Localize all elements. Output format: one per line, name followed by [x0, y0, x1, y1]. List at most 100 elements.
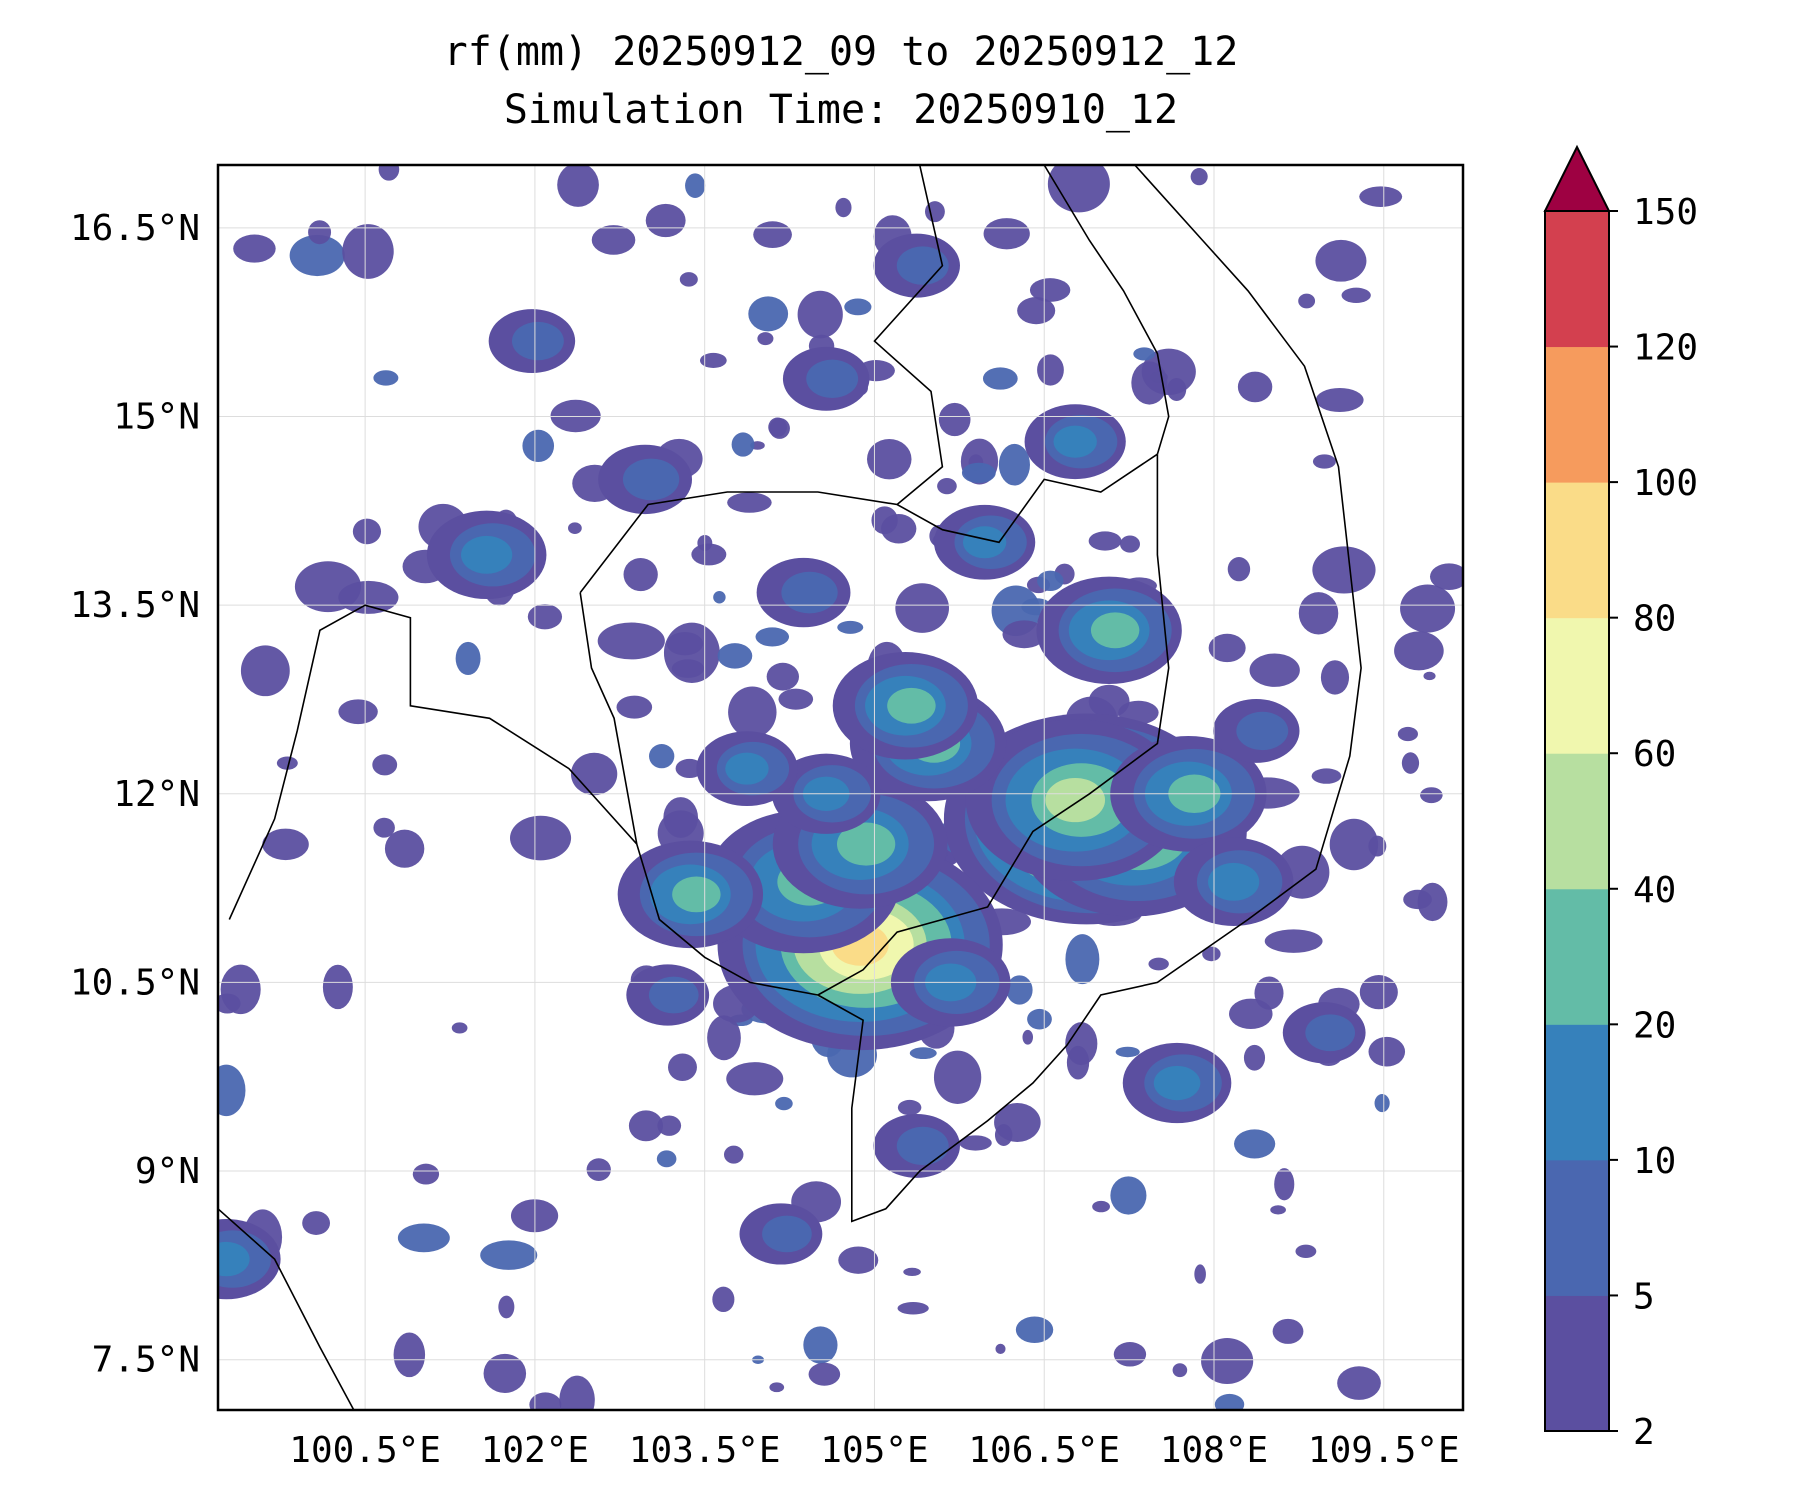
rain-contour [725, 752, 769, 785]
colorbar-tick-label: 120 [1633, 328, 1698, 369]
rain-patch [937, 478, 957, 495]
rain-patch [998, 443, 1030, 486]
rain-contour [672, 876, 721, 913]
rain-patch [559, 1375, 595, 1410]
boundary-line [1043, 165, 1170, 455]
boundary-line [579, 592, 638, 845]
colorbar-segment [1545, 1159, 1609, 1296]
rain-cell [873, 233, 960, 298]
rain-patch [717, 643, 753, 669]
rain-patch [220, 964, 261, 1015]
rain-patch [342, 224, 394, 279]
rain-contour [781, 571, 838, 614]
rain-cell [598, 444, 693, 515]
rain-patch [276, 756, 298, 770]
rain-cells [218, 233, 1366, 1300]
rain-patch [1272, 1318, 1304, 1344]
rain-contour [887, 687, 936, 724]
boundary-line [228, 604, 819, 996]
rain-patch [1022, 1029, 1034, 1045]
rain-patch [1002, 620, 1046, 649]
rain-patch [897, 1302, 929, 1315]
rain-cell [934, 504, 1036, 580]
colorbar-segment [1545, 617, 1609, 754]
rain-patch [1208, 633, 1246, 663]
rain-patch [675, 758, 704, 779]
rain-patch [570, 752, 618, 796]
rain-patch [498, 1295, 515, 1319]
rain-cell [1036, 576, 1182, 685]
rain-patch [372, 754, 398, 776]
boundary-line [873, 165, 944, 506]
x-axis: 100.5°E 102°E 103.5°E 105°E 106.5°E 108°E 109.… [289, 1430, 1459, 1471]
y-tick-label: 16.5°N [70, 208, 200, 249]
rain-patch [1243, 1044, 1266, 1071]
rain-patch [803, 1326, 838, 1364]
rain-patch [1006, 975, 1033, 1005]
rain-patch [373, 817, 395, 838]
rain-cell [1282, 1002, 1366, 1064]
rain-patch [712, 1286, 735, 1313]
rain-patch [591, 225, 636, 255]
rain-patch [412, 1163, 440, 1185]
rain-patch [1312, 546, 1376, 594]
rain-patch [895, 583, 950, 633]
rain-patch [1420, 787, 1443, 804]
rain-patch [510, 815, 572, 861]
rain-patch [1394, 631, 1444, 671]
rain-patch [766, 662, 799, 691]
rain-patch [755, 627, 790, 647]
rain-patch [597, 622, 665, 660]
rain-patch [1270, 1205, 1286, 1215]
rain-contour [896, 1126, 949, 1166]
boundary-line [579, 453, 1158, 594]
rain-cell [1024, 404, 1126, 480]
colorbar-tick-label: 20 [1633, 1005, 1676, 1046]
colorbar-tick-label: 2 [1633, 1412, 1655, 1453]
rain-patch [769, 1382, 785, 1393]
rain-patch [837, 620, 864, 634]
colorbar-tick-label: 5 [1633, 1276, 1655, 1317]
colorbar-tick-label: 40 [1633, 870, 1676, 911]
rain-patch [550, 399, 601, 433]
rain-patch [240, 645, 290, 697]
x-tick-label: 105°E [820, 1430, 928, 1471]
rain-patch [1166, 378, 1187, 401]
rain-patch [302, 1211, 331, 1235]
rain-patch [1423, 671, 1436, 681]
rain-patch [1029, 278, 1071, 302]
colorbar-tick-label: 10 [1633, 1141, 1676, 1182]
rain-patch [685, 173, 706, 198]
x-tick-label: 106.5°E [968, 1430, 1120, 1471]
rain-cell [617, 840, 764, 949]
rain-patch [663, 797, 699, 838]
rain-patch [1133, 347, 1156, 361]
rain-patch [586, 1158, 611, 1182]
rain-patch [557, 165, 599, 207]
rain-patch [961, 462, 996, 484]
rain-patch [1264, 929, 1323, 953]
rain-patch [623, 557, 658, 592]
rain-patch [1368, 1036, 1406, 1067]
rain-patch [384, 829, 425, 868]
rain-patch [649, 744, 675, 769]
rain-patch [881, 513, 917, 544]
rain-contour [762, 1215, 812, 1253]
rain-patch [1359, 975, 1398, 1010]
rain-cell [488, 309, 576, 374]
rain-contour [218, 1241, 250, 1277]
y-tick-label: 10.5°N [70, 962, 200, 1003]
rain-patch [724, 1145, 744, 1164]
rain-patch [657, 1115, 682, 1136]
rain-patch [455, 641, 481, 676]
y-tick-label: 15°N [113, 397, 200, 438]
rain-patch [480, 1240, 538, 1270]
rain-contour [461, 535, 513, 574]
rain-patch [909, 1047, 937, 1060]
rain-patch [679, 272, 698, 287]
rain-cell [1173, 837, 1294, 927]
rain-patch [1065, 934, 1100, 985]
rain-cell [696, 731, 798, 807]
rain-patch [397, 1223, 450, 1253]
rain-patch [707, 1015, 741, 1061]
